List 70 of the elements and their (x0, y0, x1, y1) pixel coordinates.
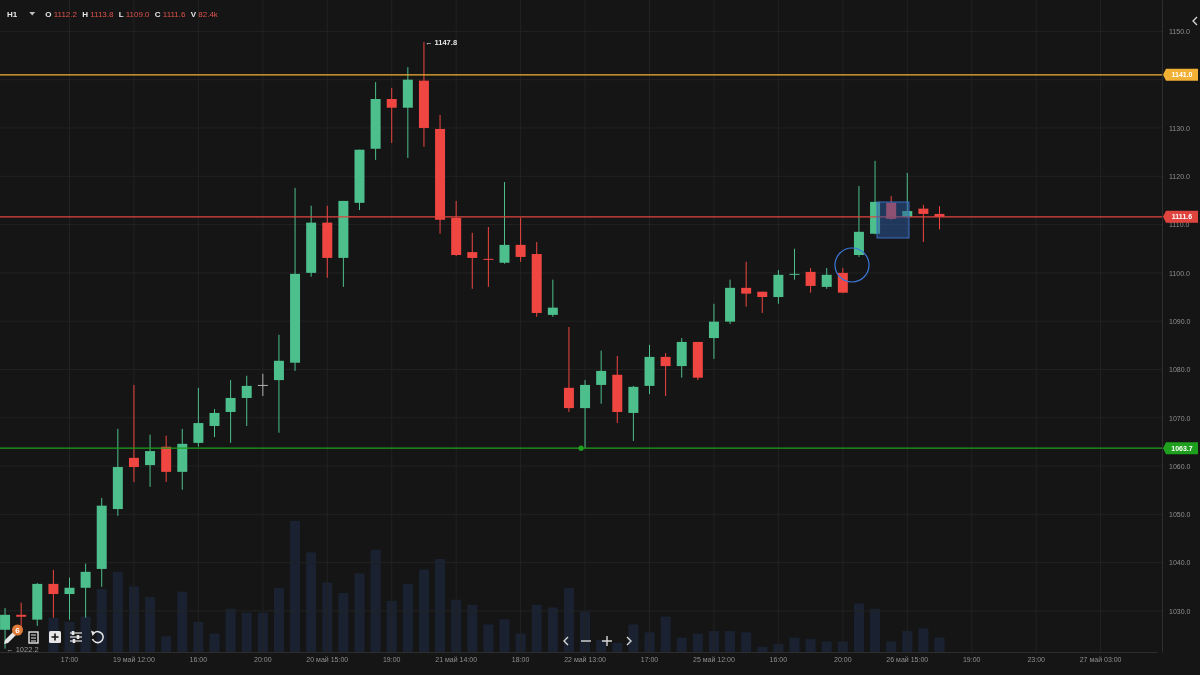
candlestick (918, 204, 929, 243)
bar (596, 640, 607, 652)
candlestick (708, 303, 719, 360)
bar (853, 603, 864, 652)
text: H1 (7, 10, 18, 19)
candlestick (128, 384, 139, 483)
candlestick (741, 261, 752, 308)
bar (676, 637, 687, 652)
bar (467, 604, 478, 652)
candlestick (16, 602, 27, 628)
bar (80, 616, 91, 652)
candlestick (145, 434, 156, 488)
bar (370, 549, 381, 652)
bar (773, 644, 784, 652)
bar (499, 619, 510, 652)
bar (96, 589, 107, 652)
bar (563, 587, 574, 652)
bar (177, 591, 188, 652)
bar (821, 641, 832, 652)
candlestick (596, 350, 607, 405)
candlestick (563, 326, 574, 413)
bar (290, 521, 301, 652)
candlestick (273, 334, 284, 434)
bar (338, 593, 349, 652)
bar (531, 604, 542, 652)
bar (483, 624, 494, 652)
bar (402, 583, 413, 652)
candlestick (467, 232, 478, 290)
bar (902, 631, 913, 652)
candlestick (660, 352, 671, 397)
bar (870, 608, 881, 652)
bar (612, 642, 623, 652)
candlestick (241, 375, 252, 427)
candlestick (547, 279, 558, 318)
bar (886, 641, 897, 652)
candlestick (483, 226, 494, 288)
candlestick (515, 217, 526, 263)
candlestick (225, 379, 236, 444)
bar (225, 608, 236, 652)
bar (241, 612, 252, 652)
candlestick (209, 408, 220, 438)
bar (273, 587, 284, 652)
bar (547, 607, 558, 652)
bar (628, 624, 639, 652)
bar (741, 632, 752, 652)
bar (418, 569, 429, 652)
bar (660, 616, 671, 652)
bar (306, 552, 317, 652)
candlestick (789, 248, 800, 281)
candlestick (257, 373, 268, 397)
bar (193, 621, 204, 652)
bar (757, 646, 768, 652)
annotation: 6 (15, 625, 21, 635)
candlestick (386, 87, 397, 144)
bar (112, 572, 123, 652)
candlestick (499, 181, 510, 265)
candlestick (805, 267, 816, 294)
text: O 1112.2 H 1113.8 L 1109.0 C 1111.6 V 82.4k (45, 10, 218, 19)
bar (805, 638, 816, 652)
bar (435, 558, 446, 652)
bar (161, 636, 172, 652)
bar (692, 633, 703, 652)
bar (145, 596, 156, 652)
bar (918, 628, 929, 652)
bar (725, 631, 736, 652)
candlestick (193, 387, 204, 448)
candlestick (853, 185, 864, 258)
candlestick (0, 607, 11, 650)
candlestick (773, 269, 784, 305)
candlestick (821, 267, 832, 290)
